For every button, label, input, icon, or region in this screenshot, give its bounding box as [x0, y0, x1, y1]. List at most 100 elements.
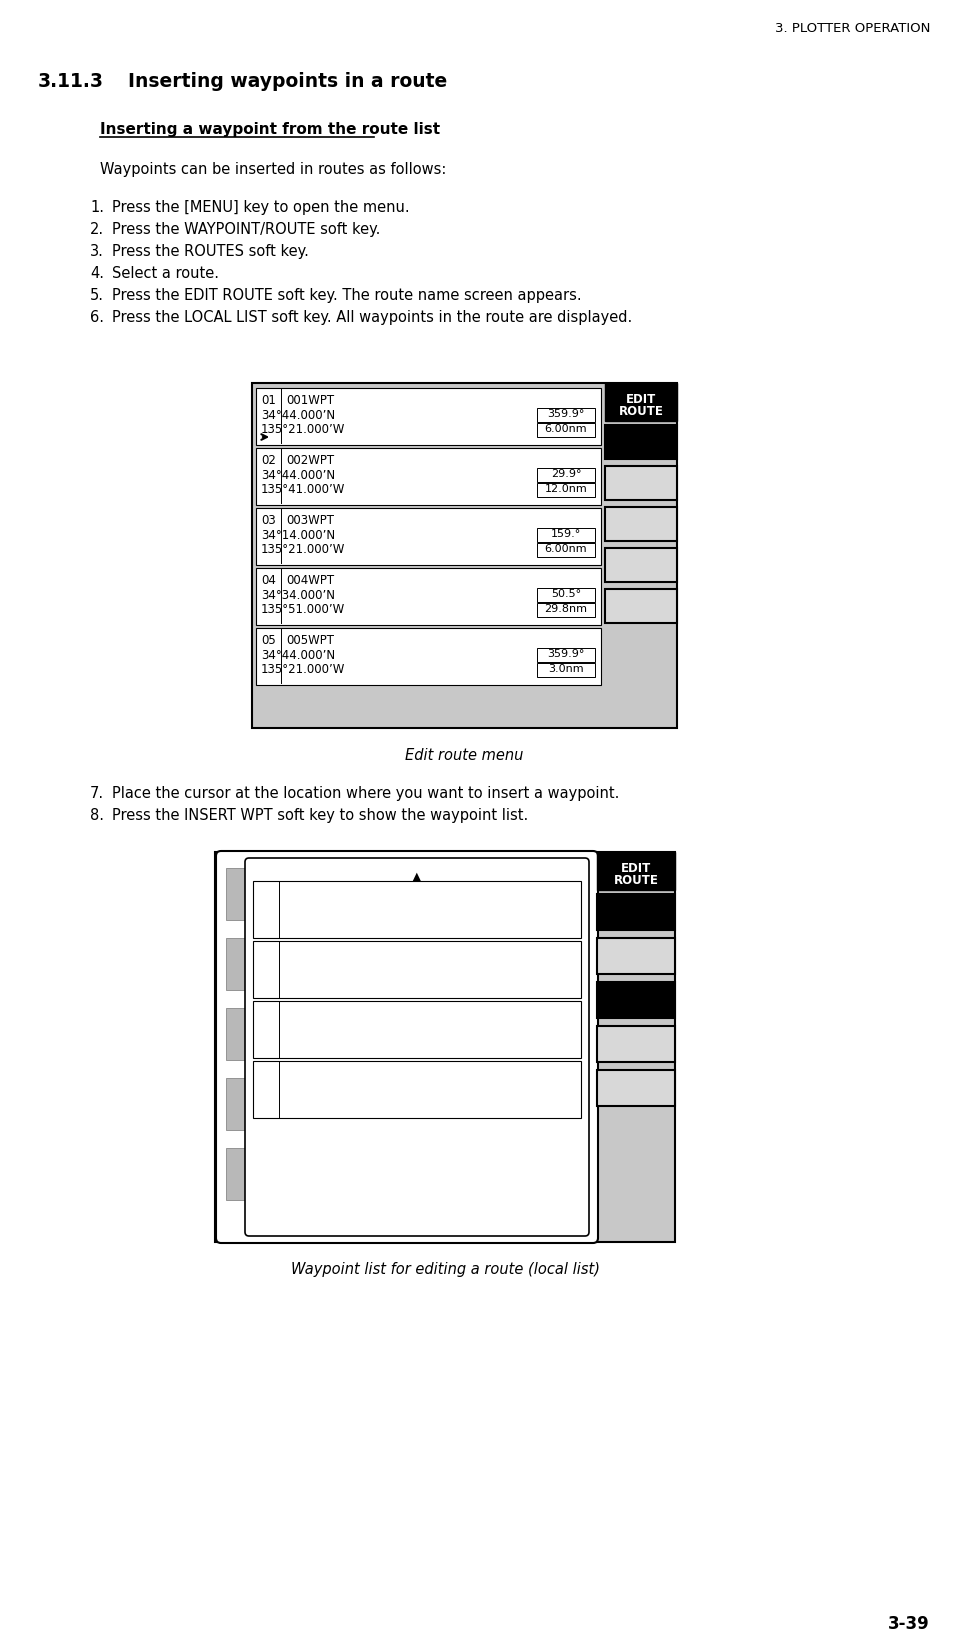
Text: Press the LOCAL LIST soft key. All waypoints in the route are displayed.: Press the LOCAL LIST soft key. All waypo… [112, 310, 632, 325]
Text: 3-39: 3-39 [888, 1614, 930, 1632]
Bar [253, 1060, 581, 1118]
Bar [597, 851, 675, 891]
Text: TYPE: TYPE [625, 556, 657, 565]
Text: 004WPT: 004WPT [286, 574, 334, 587]
Bar [597, 938, 675, 974]
Text: 34°44.000’N: 34°44.000’N [261, 408, 335, 422]
Text: 135°21.000’W: 135°21.000’W [259, 1100, 349, 1113]
Text: LOCAL: LOCAL [616, 1000, 656, 1010]
Bar [537, 663, 595, 676]
Text: 135°21.000’W: 135°21.000’W [259, 920, 349, 933]
Text: 005WPT: 005WPT [286, 634, 334, 647]
Text: WPT: WPT [627, 515, 655, 525]
Text: 34°34.000’N: 34°34.000’N [261, 588, 335, 601]
Text: RETURN: RETURN [615, 601, 667, 611]
Text: 34°44.000’N: 34°44.000’N [261, 469, 335, 482]
Text: Inserting waypoints in a route: Inserting waypoints in a route [128, 72, 447, 92]
Text: 05: 05 [261, 634, 276, 647]
Text: LIST: LIST [623, 990, 649, 1000]
Text: 135°41.000’W: 135°41.000’W [261, 484, 345, 497]
Bar [252, 382, 677, 729]
Text: 6.00nm: 6.00nm [544, 423, 587, 435]
Bar [605, 382, 677, 422]
Bar [605, 507, 677, 541]
Text: WPT: WPT [627, 431, 655, 443]
Bar [256, 508, 601, 565]
Bar [226, 868, 246, 920]
Bar [256, 569, 601, 624]
Bar [597, 982, 675, 1018]
Text: 01: 01 [261, 394, 276, 407]
Text: 12.0nm: 12.0nm [544, 484, 587, 493]
Text: 135°51.000’W: 135°51.000’W [261, 603, 345, 616]
Text: CHANGE: CHANGE [615, 525, 667, 534]
Text: CANCEL: CANCEL [611, 1083, 660, 1093]
Text: REMOVE: REMOVE [614, 484, 667, 493]
Bar [253, 941, 581, 998]
Bar [537, 408, 595, 422]
Text: SELECT: SELECT [613, 912, 659, 922]
Bar [537, 649, 595, 662]
Text: ALPHA: ALPHA [615, 1044, 657, 1054]
Text: 001WPT: 001WPT [283, 886, 351, 900]
Text: Select a route.: Select a route. [112, 266, 219, 281]
Text: 5.: 5. [90, 288, 104, 302]
Text: 003WPT: 003WPT [283, 1005, 351, 1020]
Text: WPT: WPT [627, 472, 655, 484]
Bar [605, 466, 677, 500]
Text: Press the ROUTES soft key.: Press the ROUTES soft key. [112, 243, 309, 260]
Text: COORD: COORD [619, 565, 663, 575]
Text: 3.11.3: 3.11.3 [38, 72, 104, 92]
Bar [605, 425, 677, 459]
Text: 03: 03 [261, 515, 276, 528]
Text: ROUTE: ROUTE [613, 874, 658, 887]
Text: ▲: ▲ [412, 869, 422, 882]
Bar [256, 448, 601, 505]
Bar [605, 588, 677, 623]
Text: 34°44.000’N: 34°44.000’N [259, 964, 338, 977]
Text: Waypoint list for editing a route (local list): Waypoint list for editing a route (local… [291, 1261, 600, 1278]
Bar [537, 528, 595, 542]
Bar [537, 603, 595, 618]
Text: 29.8nm: 29.8nm [544, 605, 587, 614]
Text: Press the INSERT WPT soft key to show the waypoint list.: Press the INSERT WPT soft key to show th… [112, 807, 528, 824]
Bar [215, 851, 675, 1242]
Bar [256, 627, 601, 685]
Text: COORD: COORD [613, 956, 658, 966]
Text: TYPE: TYPE [620, 946, 652, 956]
Text: 135°21.000’W: 135°21.000’W [261, 542, 345, 556]
Text: 003WPT: 003WPT [286, 515, 334, 528]
Text: 04: 04 [259, 1067, 275, 1080]
Text: EDIT: EDIT [621, 863, 651, 874]
Text: LIST: LIST [623, 1034, 649, 1044]
Text: 359.9°: 359.9° [547, 408, 585, 418]
Text: 8.: 8. [90, 807, 104, 824]
Text: 34°44.000’N: 34°44.000’N [261, 649, 335, 662]
Text: Press the EDIT ROUTE soft key. The route name screen appears.: Press the EDIT ROUTE soft key. The route… [112, 288, 581, 302]
Bar [253, 1002, 581, 1057]
Text: Press the [MENU] key to open the menu.: Press the [MENU] key to open the menu. [112, 199, 409, 216]
Bar [537, 542, 595, 557]
Text: Place the cursor at the location where you want to insert a waypoint.: Place the cursor at the location where y… [112, 786, 619, 801]
Text: 135°21.000’W: 135°21.000’W [261, 423, 345, 436]
Text: Press the WAYPOINT/ROUTE soft key.: Press the WAYPOINT/ROUTE soft key. [112, 222, 380, 237]
Text: 50.5°: 50.5° [551, 588, 581, 600]
Bar [226, 1149, 246, 1199]
Bar [256, 387, 601, 444]
Text: 29.9°: 29.9° [551, 469, 581, 479]
Text: 02: 02 [261, 454, 276, 467]
Text: 135°21.000’W: 135°21.000’W [261, 663, 345, 676]
Bar [537, 423, 595, 436]
Text: 159.°: 159.° [551, 529, 581, 539]
Text: 03: 03 [259, 1007, 275, 1020]
Bar [537, 467, 595, 482]
Text: 3. PLOTTER OPERATION: 3. PLOTTER OPERATION [775, 21, 930, 34]
Text: 001WPT: 001WPT [286, 394, 334, 407]
Text: INSERT: INSERT [619, 443, 663, 453]
Bar [597, 894, 675, 930]
Bar [226, 1008, 246, 1060]
Text: Waypoints can be inserted in routes as follows:: Waypoints can be inserted in routes as f… [100, 162, 446, 176]
Text: 02: 02 [259, 948, 275, 961]
Text: 34°44.000’N: 34°44.000’N [259, 904, 338, 917]
Text: 3.0nm: 3.0nm [548, 663, 584, 673]
